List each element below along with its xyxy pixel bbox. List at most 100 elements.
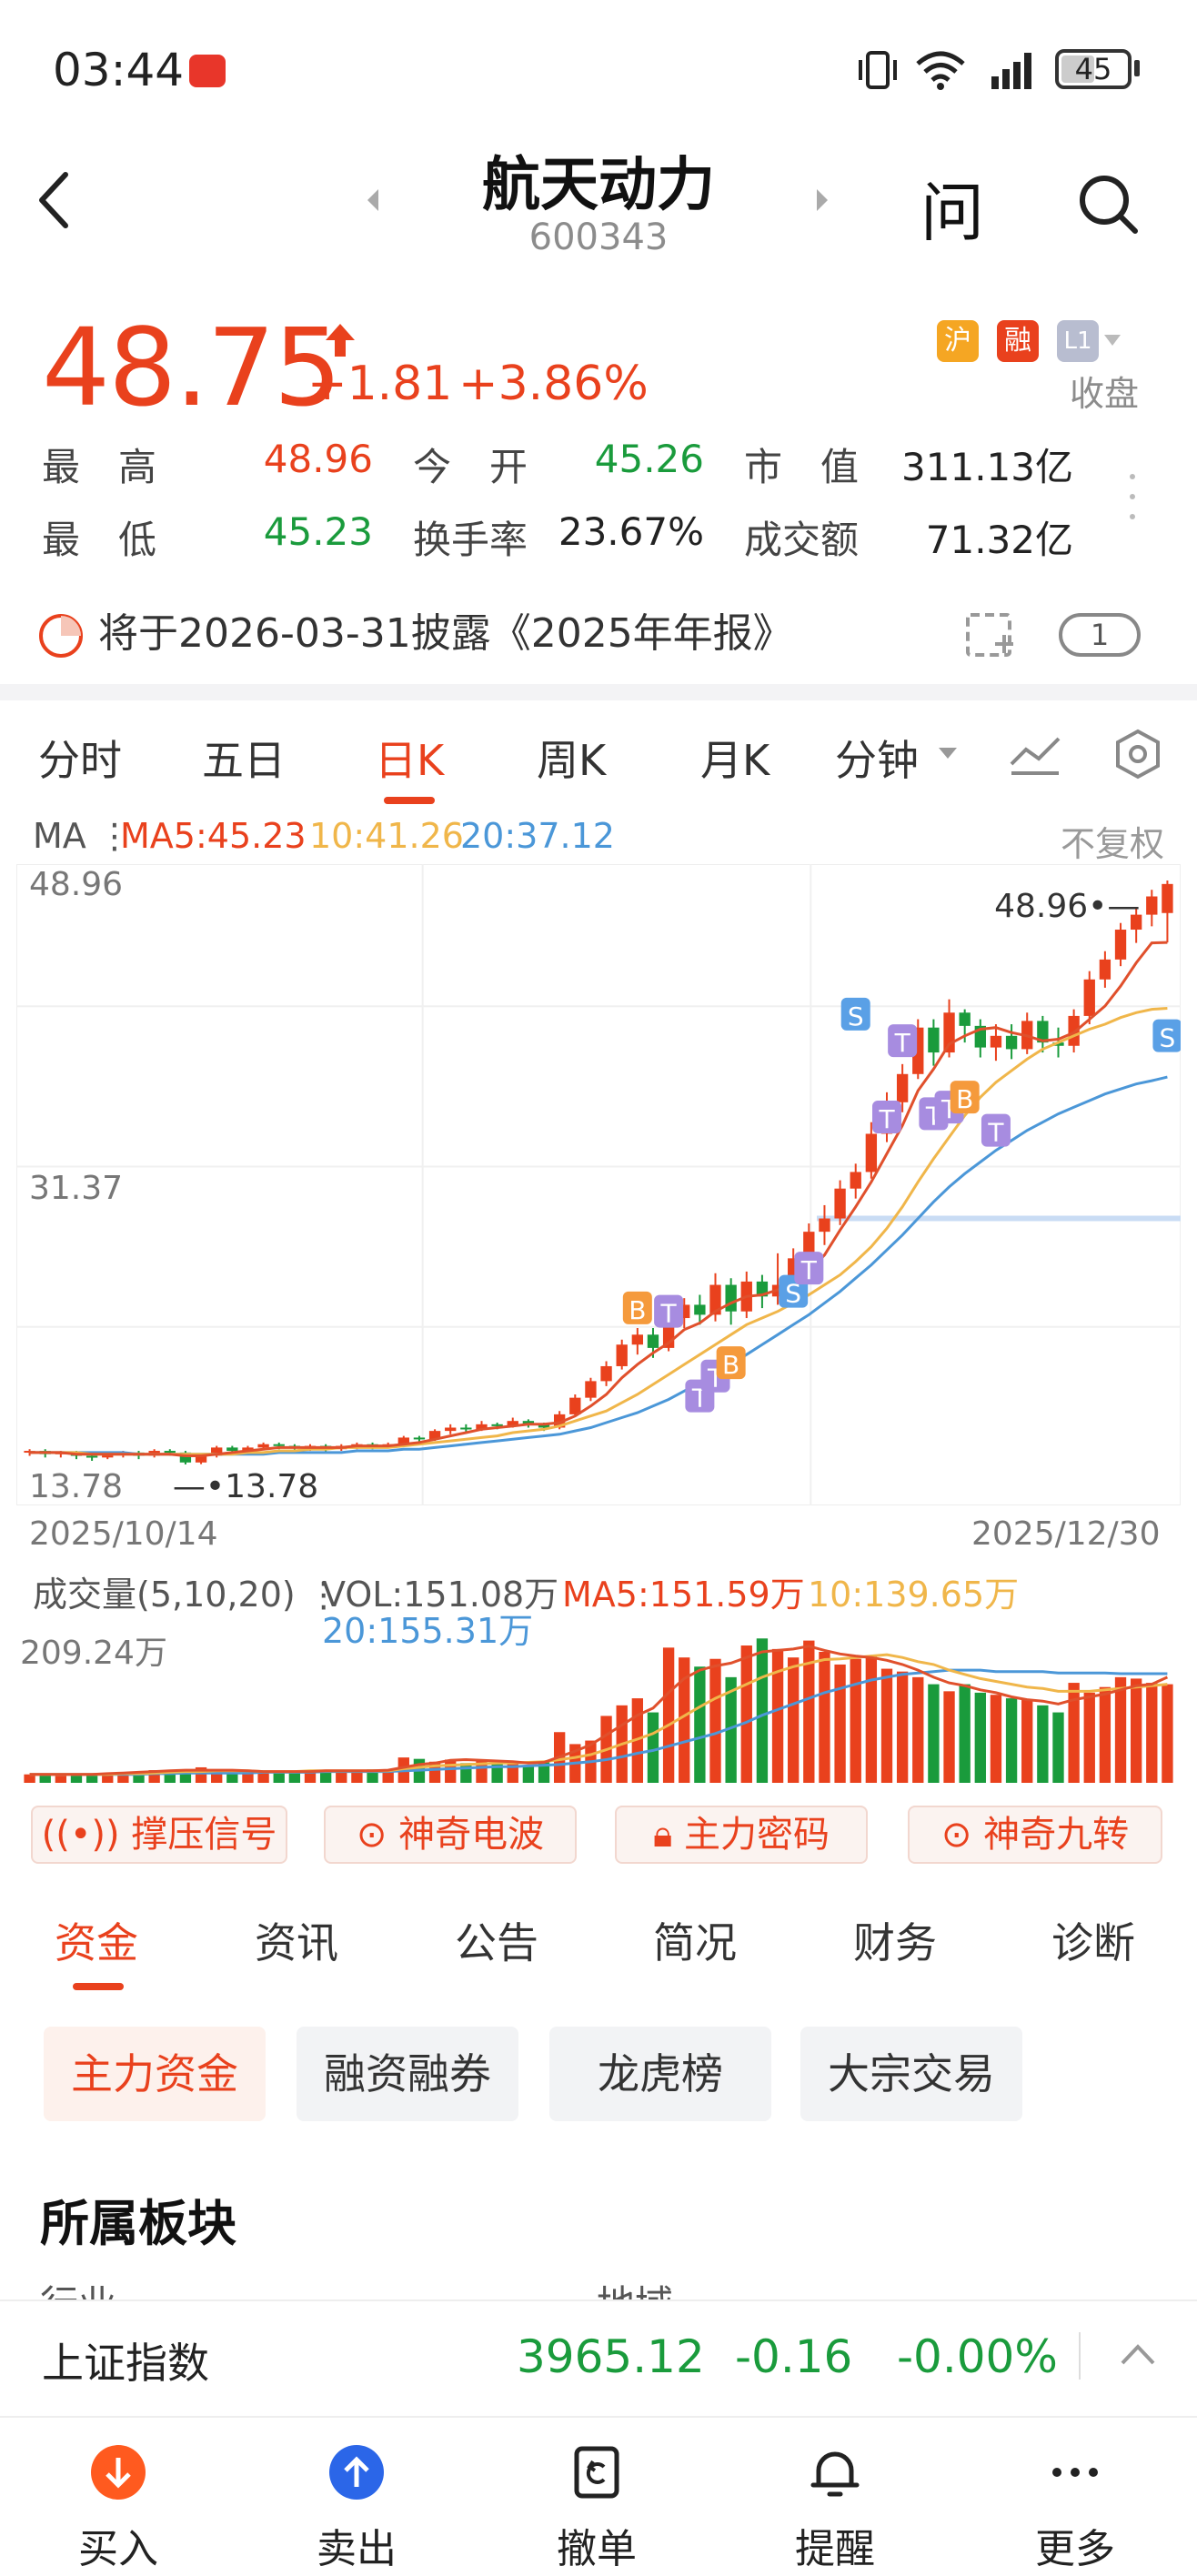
y-label-mid: 31.37 — [29, 1170, 124, 1207]
candle-body — [896, 1073, 909, 1102]
indicator-settings-icon[interactable] — [1008, 731, 1062, 777]
tab-timeshare[interactable]: 分时 — [38, 736, 122, 785]
index-name: 上证指数 — [42, 2339, 209, 2388]
level1-badge[interactable]: L1 — [1057, 320, 1099, 362]
prev-stock-icon[interactable] — [364, 187, 382, 213]
pill-main-funds[interactable]: 主力资金 — [44, 2027, 266, 2121]
magic-wave-button[interactable]: ⊙ 神奇电波 — [324, 1806, 577, 1864]
candle-body — [538, 1424, 550, 1428]
volume-bar — [756, 1638, 769, 1783]
tab-diagnosis[interactable]: 诊断 — [1051, 1918, 1135, 1967]
volume-bar — [928, 1684, 940, 1783]
stat-value-open: 45.26 — [594, 437, 704, 481]
nav-sell[interactable]: 卖出 — [284, 2418, 429, 2576]
candle-body — [164, 1451, 176, 1454]
signal-marker-t — [794, 1252, 824, 1285]
tab-weekly-k[interactable]: 周K — [537, 736, 607, 785]
sell-icon — [329, 2445, 384, 2500]
candle-body — [397, 1437, 409, 1444]
nav-cancel-order[interactable]: 撤单 — [524, 2418, 669, 2576]
pill-block-trade[interactable]: 大宗交易 — [800, 2027, 1022, 2121]
volume-bar — [771, 1648, 784, 1783]
volume-bar — [102, 1773, 114, 1783]
main-tab-indicator — [73, 1983, 124, 1990]
candle-body — [507, 1421, 518, 1426]
volume-bar — [725, 1676, 737, 1783]
candle-body — [1099, 959, 1112, 980]
add-calendar-icon[interactable] — [962, 608, 1017, 662]
candle-body — [195, 1455, 207, 1463]
tab-profile[interactable]: 简况 — [653, 1918, 737, 1967]
volume-bar — [522, 1765, 535, 1783]
market-badge-sh: 沪 — [937, 320, 979, 362]
volume-bar — [273, 1770, 285, 1783]
price-change-pct: +3.86% — [458, 357, 649, 411]
pill-dragon-tiger[interactable]: 龙虎榜 — [549, 2027, 771, 2121]
ask-button[interactable]: 问 — [920, 176, 984, 250]
min-price-marker: —•13.78 — [173, 1468, 318, 1505]
candle-body — [600, 1365, 612, 1382]
volume-bar — [865, 1655, 878, 1783]
stat-value-amount: 71.32亿 — [925, 518, 1073, 562]
nav-buy[interactable]: 买入 — [45, 2418, 191, 2576]
magic-nine-button[interactable]: ⊙ 神奇九转 — [908, 1806, 1162, 1864]
volume-bar — [1021, 1699, 1033, 1783]
tab-monthly-k[interactable]: 月K — [700, 736, 770, 785]
nav-more[interactable]: 更多 — [1002, 2418, 1148, 2576]
more-stats-icon[interactable] — [1126, 469, 1139, 524]
minute-dropdown-icon[interactable] — [937, 746, 959, 760]
up-arrow-icon — [326, 324, 355, 357]
support-resistance-button[interactable]: ((•)) 撑压信号 — [31, 1806, 287, 1864]
stat-label-high: 最 高 — [42, 445, 157, 489]
vibrate-icon — [859, 51, 897, 89]
tab-five-day[interactable]: 五日 — [202, 736, 286, 785]
signal-marker-sell — [840, 997, 870, 1031]
signal-label: T — [660, 1299, 678, 1329]
candle-body — [24, 1451, 35, 1454]
signal-marker-t — [981, 1113, 1011, 1147]
volume-ma20-line — [29, 1668, 1168, 1776]
volume-bar — [959, 1684, 971, 1783]
next-stock-icon[interactable] — [813, 187, 831, 213]
notice-count-badge[interactable]: 1 — [1059, 613, 1141, 657]
tab-announcements[interactable]: 公告 — [455, 1918, 538, 1967]
nav-alert[interactable]: 提醒 — [762, 2418, 908, 2576]
index-ticker-bar[interactable]: 上证指数 3965.12 -0.16 -0.00% — [0, 2299, 1197, 2416]
tab-funds[interactable]: 资金 — [55, 1918, 138, 1967]
volume-ma10: 10:139.65万 — [808, 1575, 1020, 1615]
lock-icon: 🔒︎ — [653, 1814, 684, 1856]
main-force-code-button[interactable]: 🔒︎ 主力密码 — [615, 1806, 868, 1864]
tab-minute[interactable]: 分钟 — [835, 736, 919, 785]
y-label-top: 48.96 — [29, 866, 124, 903]
chevron-up-icon[interactable] — [1119, 2341, 1157, 2367]
tab-news[interactable]: 资讯 — [255, 1918, 338, 1967]
back-icon[interactable] — [36, 171, 73, 229]
volume-bar — [662, 1647, 675, 1783]
tab-financials[interactable]: 财务 — [853, 1918, 937, 1967]
search-icon[interactable] — [1075, 171, 1141, 236]
gear-icon[interactable] — [1112, 728, 1164, 780]
ma-legend-prefix: MA ⋮ — [33, 816, 132, 856]
signal-label: T — [987, 1118, 1004, 1148]
stat-label-mktcap: 市 值 — [744, 445, 860, 489]
adjust-mode[interactable]: 不复权 — [1061, 824, 1165, 864]
last-price: 48.75 — [42, 305, 342, 430]
candle-body — [491, 1424, 503, 1426]
ma5-legend: MA5:45.23 — [120, 816, 307, 856]
candle-body — [102, 1454, 114, 1458]
pill-margin-trading[interactable]: 融资融券 — [297, 2027, 518, 2121]
y-label-bottom: 13.78 — [29, 1468, 124, 1505]
tab-daily-k[interactable]: 日K — [375, 736, 445, 785]
stat-label-open: 今 开 — [413, 445, 528, 489]
volume-bar — [288, 1771, 301, 1783]
candle-body — [1005, 1035, 1018, 1050]
volume-bar — [1130, 1678, 1142, 1783]
volume-y-label: 209.24万 — [20, 1635, 167, 1672]
report-notice[interactable]: 将于2026-03-31披露《2025年年报》 — [98, 610, 793, 657]
volume-bar — [351, 1771, 363, 1783]
x-label-start: 2025/10/14 — [29, 1515, 218, 1553]
volume-bar — [740, 1645, 752, 1783]
chevron-down-icon[interactable] — [1102, 333, 1122, 347]
volume-chart[interactable] — [16, 1628, 1181, 1783]
